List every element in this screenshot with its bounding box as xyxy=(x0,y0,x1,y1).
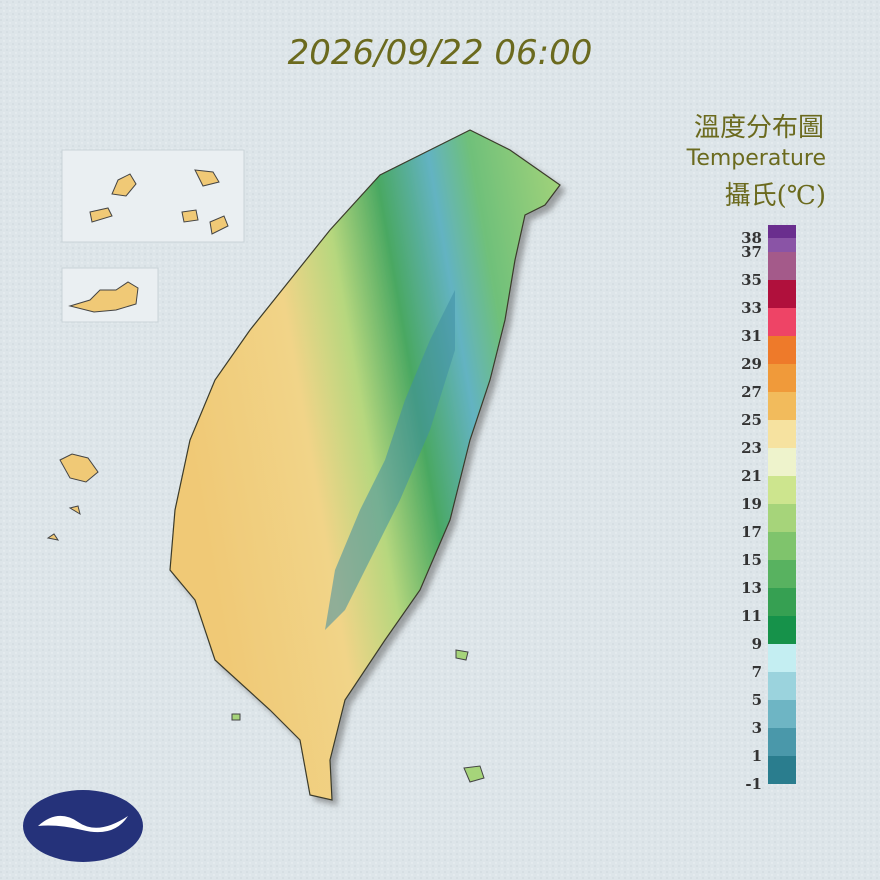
legend-swatch xyxy=(768,616,796,644)
logo-wave xyxy=(38,815,128,833)
legend-swatch xyxy=(768,392,796,420)
legend-swatch xyxy=(768,308,796,336)
legend-level: 9 xyxy=(752,635,762,653)
legend-subtitle: Temperature xyxy=(686,146,826,171)
legend-swatch xyxy=(768,644,796,672)
legend-swatch xyxy=(768,420,796,448)
legend-level: 31 xyxy=(741,327,762,345)
legend-level: 15 xyxy=(741,551,762,569)
taiwan xyxy=(169,129,561,801)
legend-level: 27 xyxy=(741,383,762,401)
legend-level: 23 xyxy=(741,439,762,457)
legend-swatch xyxy=(768,588,796,616)
legend-swatch xyxy=(768,700,796,728)
legend-unit: 攝氏(℃) xyxy=(725,181,826,211)
legend-swatch xyxy=(768,672,796,700)
legend-level: -1 xyxy=(745,775,762,793)
legend-level: 3 xyxy=(752,719,762,737)
legend-level: 1 xyxy=(752,747,762,765)
legend-swatch xyxy=(768,280,796,308)
small-islands xyxy=(231,649,485,783)
matsu-islands xyxy=(89,169,229,235)
legend-swatch xyxy=(768,364,796,392)
legend-swatch xyxy=(768,476,796,504)
legend-level: 38 xyxy=(741,229,762,247)
legend-level: 25 xyxy=(741,411,762,429)
legend-level: 7 xyxy=(752,663,762,681)
mountain-ridge xyxy=(325,290,455,630)
legend-level: 29 xyxy=(741,355,762,373)
legend-swatch xyxy=(768,336,796,364)
legend-title: 溫度分布圖 xyxy=(694,113,824,143)
legend-swatch xyxy=(768,504,796,532)
legend-swatch xyxy=(768,238,796,252)
legend-swatch xyxy=(768,225,796,238)
legend-swatch xyxy=(768,560,796,588)
legend-swatch xyxy=(768,448,796,476)
legend-level: 35 xyxy=(741,271,762,289)
legend-level: 19 xyxy=(741,495,762,513)
legend-level: 37 xyxy=(741,243,762,261)
legend-level: 13 xyxy=(741,579,762,597)
legend-level: 5 xyxy=(752,691,762,709)
legend-swatch xyxy=(768,756,796,784)
legend-swatch xyxy=(768,532,796,560)
legend-level: 33 xyxy=(741,299,762,317)
kinmen-islands xyxy=(68,281,139,313)
legend-level: 17 xyxy=(741,523,762,541)
penghu-islands xyxy=(46,453,99,541)
timestamp: 2026/09/22 06:00 xyxy=(288,33,593,73)
legend-level: 11 xyxy=(741,607,762,625)
legend-swatch xyxy=(768,252,796,280)
legend-swatch xyxy=(768,728,796,756)
legend-level: 21 xyxy=(741,467,762,485)
